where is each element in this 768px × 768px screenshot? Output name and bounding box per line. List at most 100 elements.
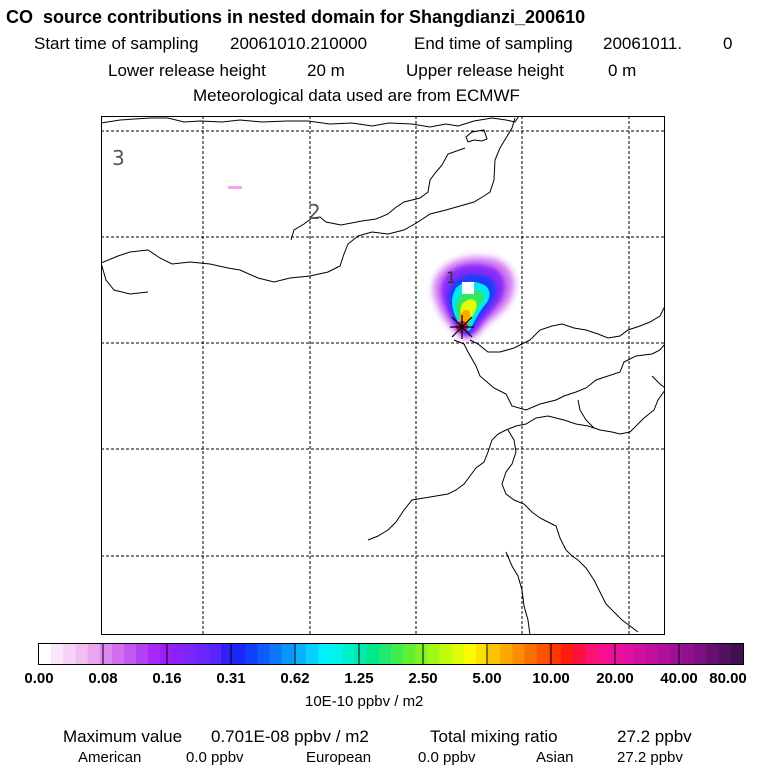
colorbar-swatch bbox=[427, 644, 441, 664]
upper-release-value: 0 m bbox=[608, 61, 637, 80]
coastlines bbox=[101, 116, 665, 635]
end-time-value: 20061011. bbox=[603, 34, 683, 53]
total-mixing-label: Total mixing ratio bbox=[430, 727, 558, 746]
colorbar-swatch bbox=[378, 644, 392, 664]
colorbar-tick-label: 5.00 bbox=[472, 670, 502, 687]
end-time-extra: 0 bbox=[723, 34, 733, 53]
colorbar-swatch bbox=[609, 644, 623, 664]
colorbar bbox=[38, 643, 744, 665]
colorbar-swatch bbox=[585, 644, 598, 664]
colorbar-tick-label: 0.08 bbox=[88, 670, 118, 687]
colorbar-swatch bbox=[658, 644, 671, 664]
colorbar-swatch bbox=[306, 644, 319, 664]
colorbar-swatch bbox=[488, 644, 501, 664]
colorbar-swatch bbox=[573, 644, 586, 664]
colorbar-swatch bbox=[51, 644, 64, 664]
colorbar-swatch bbox=[548, 644, 562, 664]
colorbar-swatch bbox=[148, 644, 161, 664]
colorbar-tick-label: 40.00 bbox=[660, 670, 698, 687]
colorbar-tick-label: 80.00 bbox=[709, 670, 747, 687]
region-label-2: 2 bbox=[308, 200, 321, 224]
max-value-label: Maximum value bbox=[63, 727, 183, 746]
region-label-3: 3 bbox=[112, 146, 125, 170]
colorbar-swatch bbox=[318, 644, 331, 664]
max-value: 0.701E-08 ppbv / m2 bbox=[211, 727, 369, 746]
asian-label: Asian bbox=[536, 749, 574, 766]
colorbar-tick-label: 20.00 bbox=[596, 670, 634, 687]
receptor-star-marker bbox=[450, 315, 474, 339]
met-data-note: Meteorological data used are from ECMWF bbox=[193, 86, 520, 105]
total-mixing-value: 27.2 ppbv bbox=[617, 727, 692, 746]
colorbar-swatch bbox=[330, 644, 344, 664]
colorbar-swatch bbox=[682, 644, 696, 664]
colorbar-swatch bbox=[475, 644, 489, 664]
colorbar-swatch bbox=[172, 644, 186, 664]
european-value: 0.0 ppbv bbox=[418, 749, 476, 766]
colorbar-tick-label: 0.00 bbox=[24, 670, 54, 687]
colorbar-frame bbox=[38, 643, 744, 665]
colorbar-swatch bbox=[233, 644, 246, 664]
colorbar-units: 10E-10 ppbv / m2 bbox=[305, 693, 424, 710]
colorbar-swatch bbox=[99, 644, 113, 664]
colorbar-swatch bbox=[111, 644, 125, 664]
upper-release-label: Upper release height bbox=[406, 61, 564, 80]
colorbar-swatch bbox=[39, 644, 52, 664]
colorbar-swatch bbox=[633, 644, 647, 664]
map-panel: 3 2 1 bbox=[101, 116, 665, 635]
colorbar-swatch bbox=[645, 644, 659, 664]
colorbar-swatch bbox=[257, 644, 271, 664]
colorbar-swatch bbox=[63, 644, 77, 664]
map-frame bbox=[101, 116, 665, 635]
colorbar-swatch bbox=[354, 644, 368, 664]
colorbar-swatch bbox=[621, 644, 635, 664]
lower-release-label: Lower release height bbox=[108, 61, 266, 80]
colorbar-swatch bbox=[269, 644, 283, 664]
colorbar-swatch bbox=[221, 644, 234, 664]
colorbar-swatch bbox=[293, 644, 307, 664]
colorbar-swatch bbox=[281, 644, 295, 664]
colorbar-swatch bbox=[245, 644, 259, 664]
lower-release-value: 20 m bbox=[307, 61, 345, 80]
colorbar-tick-label: 0.16 bbox=[152, 670, 182, 687]
colorbar-swatch bbox=[75, 644, 89, 664]
american-label: American bbox=[78, 749, 142, 766]
colorbar-tick-label: 1.25 bbox=[344, 670, 374, 687]
european-label: European bbox=[306, 749, 372, 766]
colorbar-swatch bbox=[196, 644, 210, 664]
colorbar-swatch bbox=[694, 644, 708, 664]
colorbar-swatch bbox=[706, 644, 720, 664]
american-value: 0.0 ppbv bbox=[186, 749, 244, 766]
colorbar-tick-label: 0.62 bbox=[280, 670, 310, 687]
end-time-label: End time of sampling bbox=[414, 34, 573, 53]
colorbar-swatch bbox=[670, 644, 683, 664]
colorbar-swatch bbox=[463, 644, 477, 664]
colorbar-swatch bbox=[184, 644, 198, 664]
colorbar-swatch bbox=[512, 644, 526, 664]
colorbar-tick-label: 0.31 bbox=[216, 670, 246, 687]
colorbar-swatch bbox=[451, 644, 465, 664]
colorbar-swatch bbox=[123, 644, 137, 664]
start-time-label: Start time of sampling bbox=[34, 34, 199, 53]
colorbar-tick-label: 10.00 bbox=[532, 670, 570, 687]
region-label-1: 1 bbox=[446, 268, 456, 287]
map-title: CO source contributions in nested domain… bbox=[6, 7, 586, 27]
colorbar-swatch bbox=[718, 644, 732, 664]
colorbar-swatch bbox=[524, 644, 538, 664]
colorbar-swatch bbox=[136, 644, 149, 664]
lat-lon-grid bbox=[101, 116, 665, 635]
colorbar-swatch bbox=[366, 644, 380, 664]
colorbar-swatch bbox=[560, 644, 574, 664]
asian-value: 27.2 ppbv bbox=[617, 749, 683, 766]
colorbar-tick-label: 2.50 bbox=[408, 670, 438, 687]
colorbar-swatch bbox=[439, 644, 453, 664]
colorbar-swatch bbox=[87, 644, 101, 664]
colorbar-swatch bbox=[208, 644, 222, 664]
colorbar-swatch bbox=[415, 644, 429, 664]
weak-signal-patch bbox=[228, 186, 242, 189]
colorbar-swatch bbox=[597, 644, 611, 664]
start-time-value: 20061010.210000 bbox=[230, 34, 368, 53]
colorbar-swatch bbox=[730, 644, 744, 664]
colorbar-swatch bbox=[536, 644, 550, 664]
colorbar-swatch bbox=[342, 644, 356, 664]
colorbar-swatch bbox=[500, 644, 513, 664]
